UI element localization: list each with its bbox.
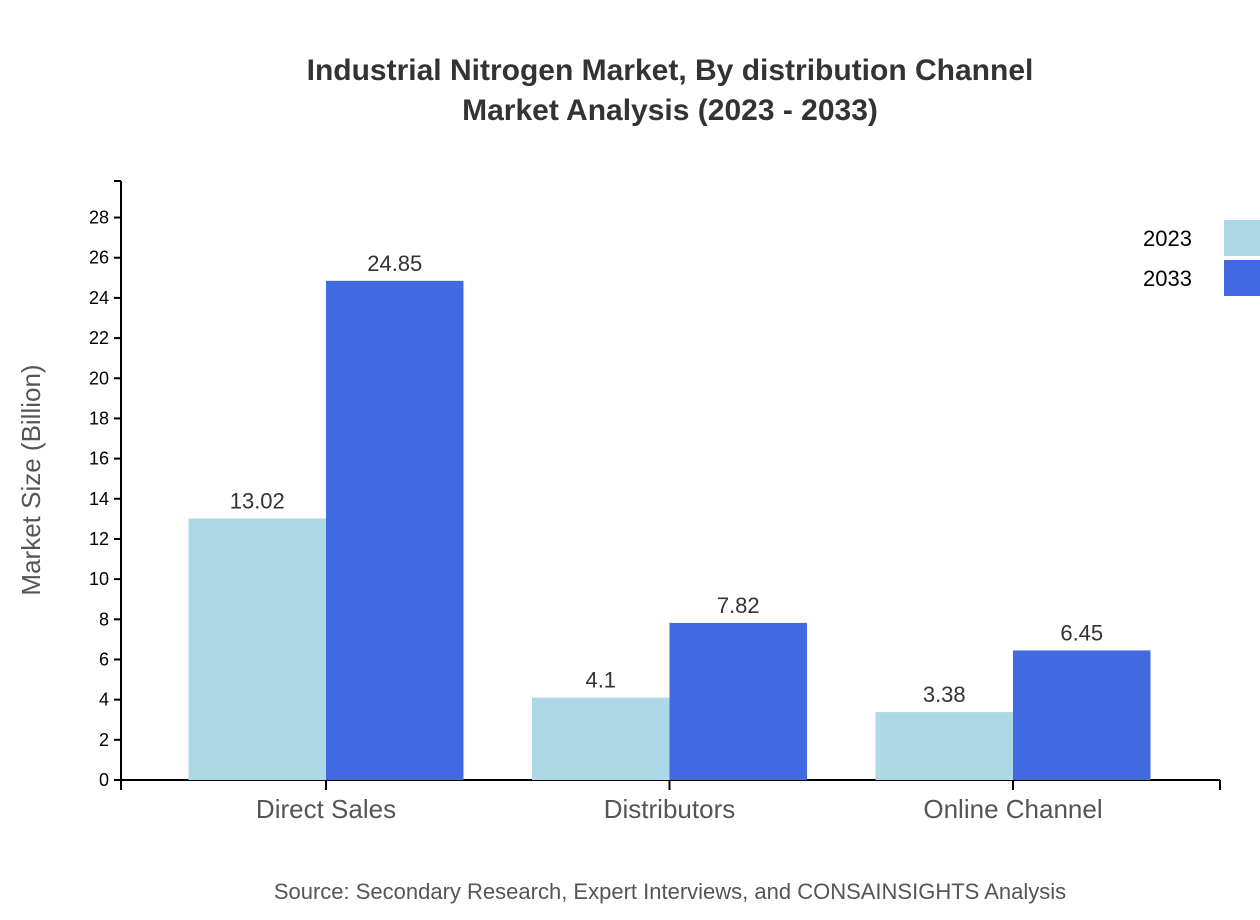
data-label: 6.45	[1060, 620, 1103, 645]
y-tick-label: 6	[99, 649, 109, 669]
source-note: Source: Secondary Research, Expert Inter…	[274, 879, 1066, 904]
legend-label: 2033	[1143, 266, 1192, 291]
y-tick-label: 0	[99, 770, 109, 790]
y-tick: 22	[89, 328, 121, 348]
legend-label: 2023	[1143, 226, 1192, 251]
y-tick-label: 8	[99, 609, 109, 629]
y-tick-label: 18	[89, 408, 109, 428]
y-tick-label: 24	[89, 288, 109, 308]
y-tick: 26	[89, 248, 121, 268]
data-label: 3.38	[923, 682, 966, 707]
y-tick: 28	[89, 208, 121, 228]
y-tick-label: 14	[89, 489, 109, 509]
y-tick: 16	[89, 449, 121, 469]
y-tick: 8	[99, 609, 121, 629]
y-tick-label: 16	[89, 449, 109, 469]
bar-2023	[188, 518, 326, 780]
y-tick: 14	[89, 489, 121, 509]
y-tick-label: 12	[89, 529, 109, 549]
bar-2033	[326, 280, 464, 780]
y-tick: 6	[99, 649, 121, 669]
bar-2023	[532, 697, 670, 780]
data-label: 4.1	[585, 668, 616, 693]
y-tick: 24	[89, 288, 121, 308]
bar-2023	[875, 712, 1013, 780]
y-tick-label: 4	[99, 690, 109, 710]
x-tick-label: Direct Sales	[256, 794, 396, 824]
y-tick-label: 22	[89, 328, 109, 348]
y-tick-label: 2	[99, 730, 109, 750]
legend-swatch	[1224, 220, 1260, 256]
y-tick: 4	[99, 690, 121, 710]
y-tick-label: 26	[89, 248, 109, 268]
x-axis: Direct Sales Distributors Online Channel	[120, 779, 1221, 824]
y-tick-label: 28	[89, 208, 109, 228]
legend: 2023 2033	[1143, 220, 1260, 296]
bar-2033	[669, 622, 807, 780]
y-tick: 12	[89, 529, 121, 549]
data-label: 7.82	[717, 593, 760, 618]
chart-subtitle: Market Analysis (2023 - 2033)	[462, 94, 878, 127]
bar-2033	[1013, 650, 1151, 780]
y-tick: 18	[89, 408, 121, 428]
x-tick-label: Distributors	[604, 794, 735, 824]
chart-title: Industrial Nitrogen Market, By distribut…	[307, 54, 1034, 87]
y-tick: 20	[89, 368, 121, 388]
y-tick: 10	[89, 569, 121, 589]
y-axis-label: Market Size (Billion)	[16, 364, 46, 595]
y-tick: 0	[99, 770, 121, 790]
bars: 13.02 24.85 4.1 7.82 3.38 6.45	[188, 251, 1151, 780]
x-tick-label: Online Channel	[923, 794, 1102, 824]
y-tick-label: 10	[89, 569, 109, 589]
legend-swatch	[1224, 260, 1260, 296]
y-tick: 2	[99, 730, 121, 750]
data-label: 24.85	[367, 251, 422, 276]
data-label: 13.02	[230, 488, 285, 513]
y-tick-label: 20	[89, 368, 109, 388]
